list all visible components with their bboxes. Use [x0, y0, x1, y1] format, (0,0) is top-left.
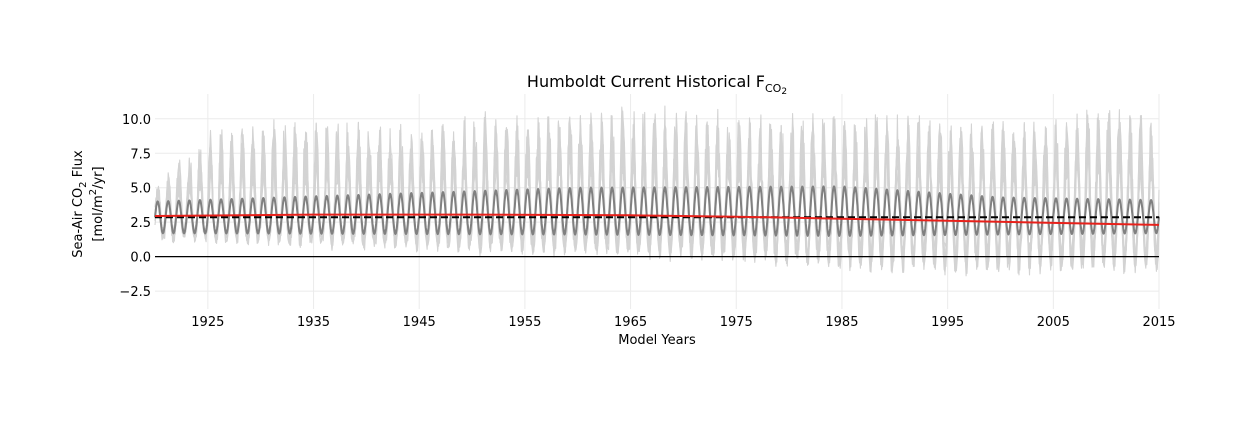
reference-lines: [154, 213, 1160, 258]
y-axis-label-line1-pre: Sea-Air CO: [71, 188, 86, 258]
y-axis-label-line2-pre: [mol/m: [91, 195, 106, 241]
x-tick-label: 1955: [508, 315, 541, 330]
chart-title: Humboldt Current Historical FCO2: [527, 72, 787, 97]
chart-title-main: Humboldt Current Historical F: [527, 72, 765, 91]
x-tick-label: 1965: [614, 315, 647, 330]
y-tick-label: 10.0: [122, 113, 151, 128]
x-tick-label: 1935: [297, 315, 330, 330]
ensemble-member-lines: [154, 105, 1160, 277]
y-tick-label: 5.0: [130, 182, 151, 197]
svg-text:Sea-Air CO2 Flux: Sea-Air CO2 Flux: [71, 150, 89, 258]
y-axis-label-line1-post: Flux: [71, 150, 86, 181]
ensemble-mean-line: [154, 185, 1160, 237]
x-tick-label: 2015: [1142, 315, 1175, 330]
y-axis-label-line2-post: /yr]: [91, 166, 106, 189]
y-tick-label: 2.5: [130, 216, 151, 231]
trend-line: [154, 213, 1160, 226]
x-tick-label: 2005: [1037, 315, 1070, 330]
x-tick-label: 1995: [931, 315, 964, 330]
y-axis-label: Sea-Air CO2 Flux [mol/m2/yr]: [71, 150, 106, 258]
chart-title-subscript: CO: [765, 82, 782, 95]
x-tick-label: 1925: [191, 315, 224, 330]
chart-title-subsubscript: 2: [781, 87, 787, 97]
y-axis-label-line1-sub: 2: [78, 181, 89, 187]
svg-text:[mol/m2/yr]: [mol/m2/yr]: [88, 166, 106, 241]
y-tick-label: 0.0: [130, 251, 151, 266]
ticks: 1925 1935 1945 1955 1965 1975 1985 1995 2005 2015…: [119, 113, 1175, 330]
y-axis-label-line2-sup: 2: [88, 189, 99, 195]
x-tick-label: 1975: [720, 315, 753, 330]
y-tick-label: −2.5: [119, 285, 151, 300]
y-tick-label: 7.5: [130, 147, 151, 162]
x-tick-label: 1985: [825, 315, 858, 330]
x-axis-label: Model Years: [618, 333, 696, 348]
x-tick-label: 1945: [403, 315, 436, 330]
ensemble-mean-line-group: [154, 185, 1160, 237]
